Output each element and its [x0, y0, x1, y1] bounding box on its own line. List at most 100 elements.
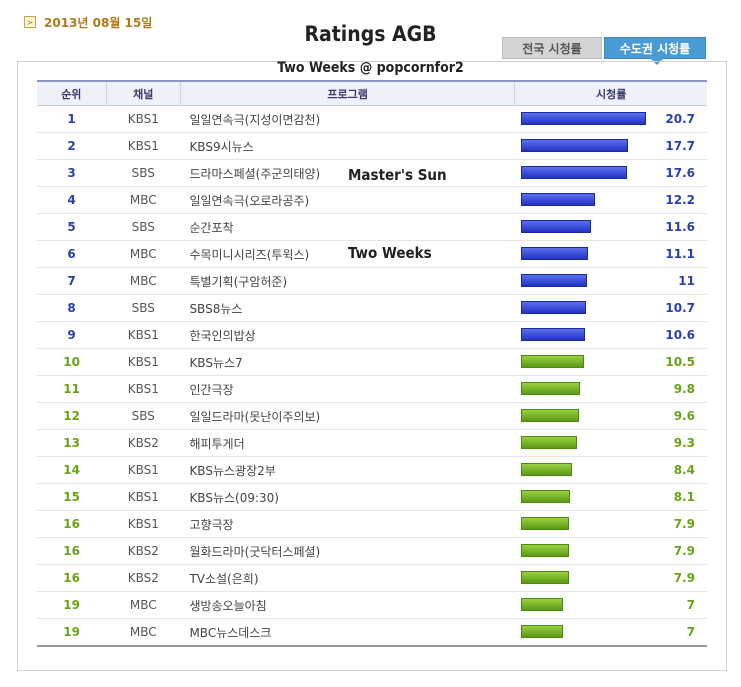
tab-capital-ratings[interactable]: 수도권 시청률 [604, 37, 706, 65]
program-cell[interactable]: 월화드라마(굿닥터스페셜) [180, 537, 515, 565]
page-title: Ratings AGB [304, 22, 437, 46]
table-row: 14 KBS1 KBS뉴스광장2부 8.4 [37, 456, 707, 484]
channel-cell: KBS1 [106, 132, 181, 160]
program-cell[interactable]: 특별기획(구암허준) [180, 267, 515, 295]
table-row: 15 KBS1 KBS뉴스(09:30) 8.1 [37, 483, 707, 511]
column-header-channel: 채널 [105, 80, 181, 106]
program-cell[interactable]: KBS뉴스광장2부 [180, 456, 515, 484]
rating-cell: 9.3 [514, 429, 707, 457]
rating-cell: 11 [514, 267, 707, 295]
program-cell[interactable]: SBS8뉴스 [180, 294, 515, 322]
rank-cell: 13 [37, 429, 107, 457]
rating-bar [520, 166, 627, 179]
rating-cell: 7.9 [514, 537, 707, 565]
program-cell[interactable]: 일일드라마(못난이주의보) [180, 402, 515, 430]
channel-cell: MBC [106, 591, 181, 619]
table-row: 6 MBC 수목미니시리즈(투윅스) 11.1 [37, 240, 707, 268]
rating-cell: 20.7 [514, 105, 707, 133]
table-row: 1 KBS1 일일연속극(지성이면감천) 20.7 [37, 105, 707, 133]
rating-cell: 11.6 [514, 213, 707, 241]
rank-cell: 2 [37, 132, 107, 160]
program-cell[interactable]: 해피투게더 [180, 429, 515, 457]
rating-bar [520, 193, 595, 206]
program-cell[interactable]: 일일연속극(지성이면감천) [180, 105, 515, 133]
table-row: 16 KBS1 고향극장 7.9 [37, 510, 707, 538]
channel-cell: SBS [106, 213, 181, 241]
program-cell[interactable]: KBS9시뉴스 [180, 132, 515, 160]
column-header-rank: 순위 [37, 80, 107, 106]
rating-cell: 9.8 [514, 375, 707, 403]
rating-value: 7.9 [673, 517, 695, 531]
rank-cell: 10 [37, 348, 107, 376]
rank-cell: 7 [37, 267, 107, 295]
rating-bar [520, 247, 588, 260]
rating-cell: 10.7 [514, 294, 707, 322]
program-cell[interactable]: TV소설(은희) [180, 564, 515, 592]
table-row: 7 MBC 특별기획(구암허준) 11 [37, 267, 707, 295]
channel-cell: SBS [106, 294, 181, 322]
channel-cell: SBS [106, 159, 181, 187]
channel-cell: KBS1 [106, 321, 181, 349]
channel-cell: MBC [106, 186, 181, 214]
rating-bar [520, 301, 586, 314]
ratings-table: 순위 채널 프로그램 시청률 1 KBS1 일일연속극(지성이면감천) 20.7 2 KB… [37, 80, 707, 647]
rating-cell: 8.4 [514, 456, 707, 484]
table-row: 13 KBS2 해피투게더 9.3 [37, 429, 707, 457]
channel-cell: KBS1 [106, 348, 181, 376]
rank-cell: 12 [37, 402, 107, 430]
rank-cell: 16 [37, 537, 107, 565]
program-cell[interactable]: KBS뉴스(09:30) [180, 483, 515, 511]
program-cell[interactable]: 드라마스페셜(주군의태양) [180, 159, 515, 187]
rating-cell: 10.6 [514, 321, 707, 349]
rank-cell: 5 [37, 213, 107, 241]
tab-national-ratings[interactable]: 전국 시청률 [502, 37, 602, 59]
rating-value: 9.8 [673, 382, 695, 396]
rating-value: 8.4 [673, 463, 695, 477]
program-cell[interactable]: 고향극장 [180, 510, 515, 538]
table-row: 12 SBS 일일드라마(못난이주의보) 9.6 [37, 402, 707, 430]
channel-cell: KBS2 [106, 564, 181, 592]
rating-cell: 7 [514, 618, 707, 647]
table-row: 16 KBS2 TV소설(은희) 7.9 [37, 564, 707, 592]
program-cell[interactable]: 인간극장 [180, 375, 515, 403]
table-row: 11 KBS1 인간극장 9.8 [37, 375, 707, 403]
rating-value: 7 [686, 625, 695, 639]
channel-cell: MBC [106, 240, 181, 268]
rating-bar [520, 490, 570, 503]
program-cell[interactable]: KBS뉴스7 [180, 348, 515, 376]
date-label: 2013년 08월 15일 [44, 15, 153, 30]
rating-bar [520, 625, 563, 638]
table-row: 4 MBC 일일연속극(오로라공주) 12.2 [37, 186, 707, 214]
program-cell[interactable]: 생방송오늘아침 [180, 591, 515, 619]
table-row: 8 SBS SBS8뉴스 10.7 [37, 294, 707, 322]
table-row: 2 KBS1 KBS9시뉴스 17.7 [37, 132, 707, 160]
channel-cell: KBS1 [106, 105, 181, 133]
program-cell[interactable]: 일일연속극(오로라공주) [180, 186, 515, 214]
program-cell[interactable]: 순간포착 [180, 213, 515, 241]
rating-value: 7.9 [673, 571, 695, 585]
channel-cell: KBS1 [106, 510, 181, 538]
rating-value: 7.9 [673, 544, 695, 558]
date-bar: > 2013년 08월 15일 [24, 14, 152, 30]
rating-value: 11 [678, 274, 695, 288]
rating-value: 9.6 [673, 409, 695, 423]
rating-value: 8.1 [673, 490, 695, 504]
program-cell[interactable]: 한국인의밥상 [180, 321, 515, 349]
program-cell[interactable]: 수목미니시리즈(투윅스) [180, 240, 515, 268]
column-header-rating: 시청률 [514, 80, 707, 106]
overlay-masters-sun: Master's Sun [348, 166, 447, 184]
channel-cell: MBC [106, 618, 181, 647]
rating-value: 11.1 [665, 247, 695, 261]
ratings-panel [17, 61, 727, 671]
table-row: 16 KBS2 월화드라마(굿닥터스페셜) 7.9 [37, 537, 707, 565]
rating-bar [520, 355, 584, 368]
rank-cell: 9 [37, 321, 107, 349]
table-row: 10 KBS1 KBS뉴스7 10.5 [37, 348, 707, 376]
table-row: 5 SBS 순간포착 11.6 [37, 213, 707, 241]
rank-cell: 16 [37, 564, 107, 592]
rating-value: 10.5 [665, 355, 695, 369]
rating-cell: 17.7 [514, 132, 707, 160]
program-cell[interactable]: MBC뉴스데스크 [180, 618, 515, 647]
rating-value: 12.2 [665, 193, 695, 207]
rating-bar [520, 220, 591, 233]
